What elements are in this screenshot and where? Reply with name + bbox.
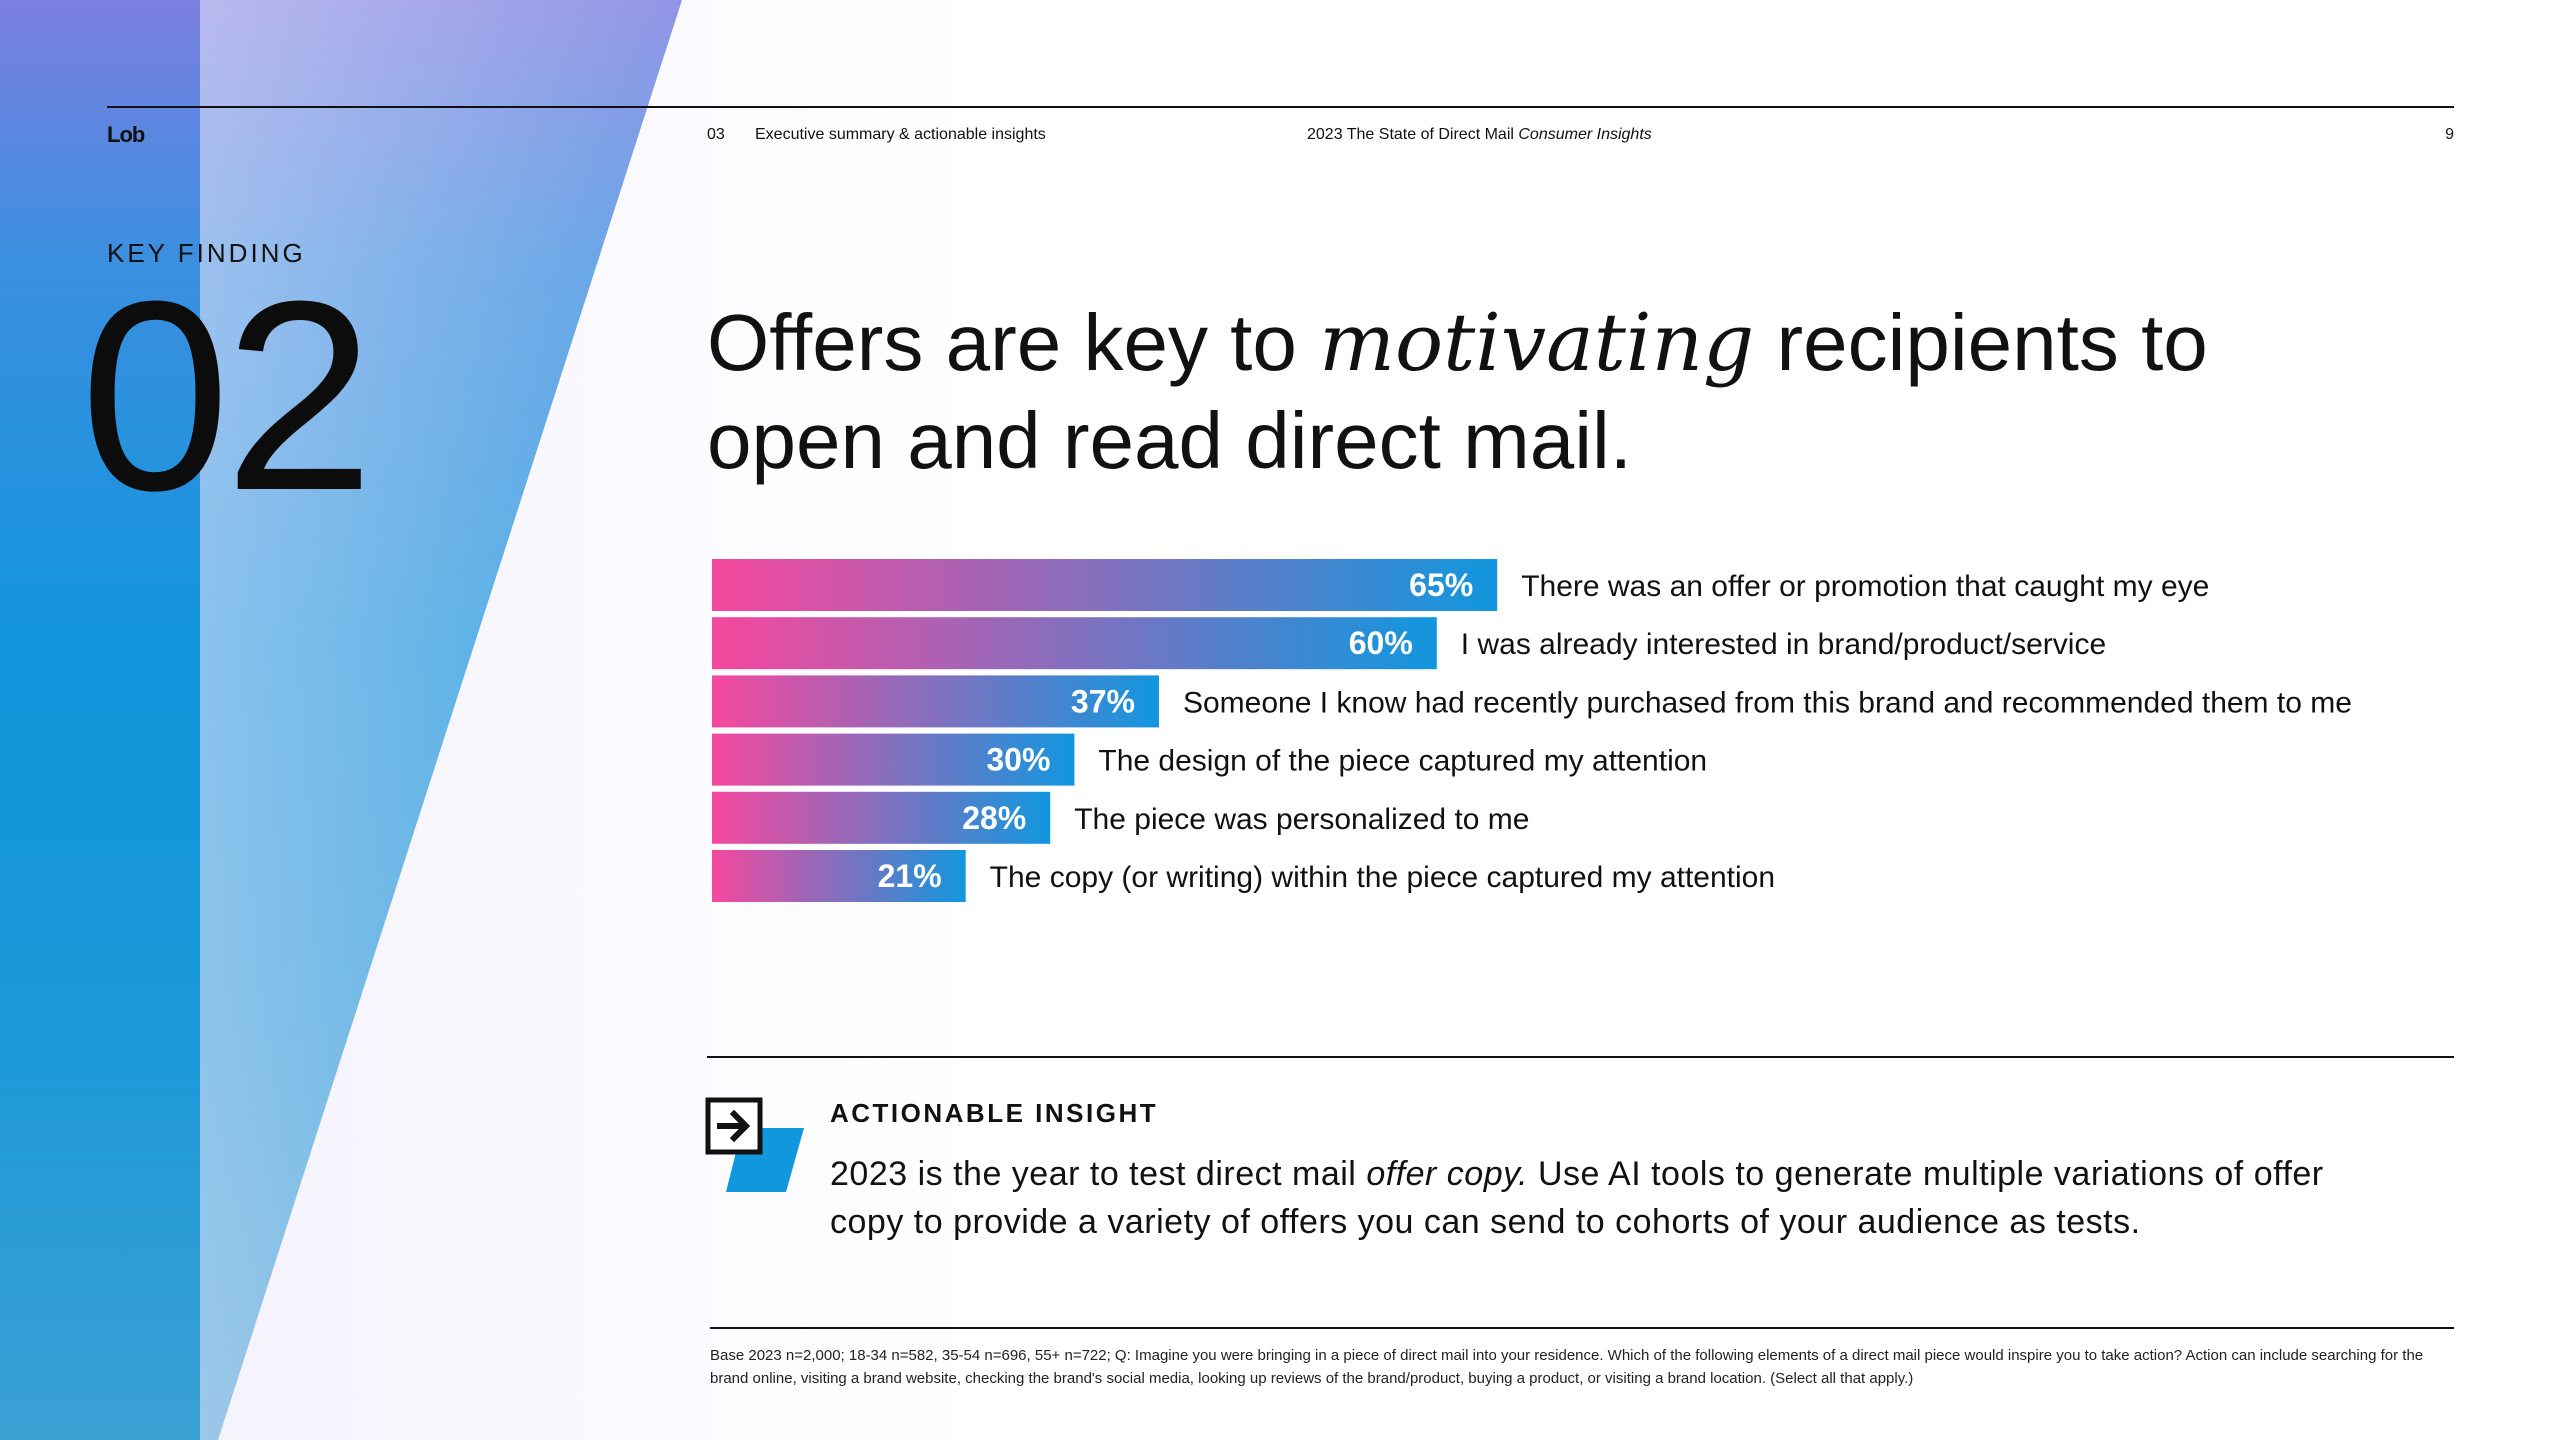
- footnote-divider: [710, 1327, 2454, 1329]
- report-title: 2023 The State of Direct Mail Consumer I…: [1307, 126, 1652, 144]
- bar-category-label-5: The piece was personalized to me: [1074, 803, 1529, 836]
- bar-2: [712, 617, 1437, 670]
- insight-text-part2: Use AI tools to generate multiple variat…: [830, 1155, 2324, 1241]
- bar-5: [712, 791, 1051, 844]
- section-number: 03: [707, 126, 725, 143]
- bar-category-label-4: The design of the piece captured my atte…: [1098, 745, 1707, 778]
- bar-category-label-1: There was an offer or promotion that cau…: [1521, 570, 2209, 603]
- bar-4: [712, 733, 1075, 786]
- bar-6: [712, 850, 966, 902]
- insight-text-italic: offer copy.: [1366, 1155, 1529, 1193]
- headline-emphasis: motivating: [1319, 295, 1755, 389]
- header-rule: [107, 106, 2454, 108]
- section-title: Executive summary & actionable insights: [755, 126, 1046, 143]
- page-headline: Offers are key to motivating recipients …: [707, 294, 2307, 490]
- arrow-right-box-icon: [705, 1097, 804, 1192]
- bar-value-label-4: 30%: [986, 742, 1050, 778]
- headline-part1: Offers are key to: [707, 297, 1320, 387]
- key-finding-number: 02: [80, 246, 374, 547]
- bar-value-label-5: 28%: [962, 800, 1026, 836]
- bar-category-label-3: Someone I know had recently purchased fr…: [1183, 686, 2352, 719]
- report-title-main: 2023 The State of Direct Mail: [1307, 126, 1519, 143]
- bar-3: [712, 675, 1159, 728]
- bar-category-label-2: I was already interested in brand/produc…: [1461, 628, 2106, 661]
- report-title-italic: Consumer Insights: [1518, 126, 1652, 143]
- insight-divider: [707, 1056, 2454, 1058]
- footnote: Base 2023 n=2,000; 18-34 n=582, 35-54 n=…: [710, 1347, 2424, 1387]
- chart-bars-group: 65% There was an offer or promotion that …: [712, 559, 2352, 902]
- headline-part2: recipients to open and read direct mail.: [707, 297, 2208, 485]
- bar-value-label-3: 37%: [1071, 683, 1135, 719]
- bar-value-label-2: 60%: [1349, 625, 1413, 661]
- bar-value-label-6: 21%: [878, 858, 942, 894]
- key-finding-label: KEY FINDING: [107, 238, 306, 268]
- logo: Lob: [107, 122, 145, 147]
- bar-value-label-1: 65%: [1409, 567, 1473, 603]
- bar-1: [712, 559, 1498, 611]
- insight-text-part1: 2023 is the year to test direct mail: [830, 1155, 1367, 1193]
- actionable-insight-text: 2023 is the year to test direct mail off…: [830, 1150, 2390, 1246]
- page-number: 9: [2445, 126, 2454, 143]
- bar-category-label-6: The copy (or writing) within the piece c…: [990, 861, 1775, 894]
- actionable-insight-label: ACTIONABLE INSIGHT: [830, 1098, 1159, 1128]
